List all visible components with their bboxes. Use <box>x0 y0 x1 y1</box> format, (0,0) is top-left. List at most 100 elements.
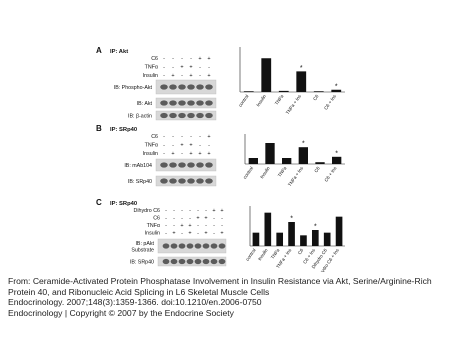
treatment-sign: + <box>188 231 191 237</box>
x-tick-label: control <box>238 94 250 108</box>
treatment-sign: - <box>181 56 183 62</box>
bar <box>300 235 307 246</box>
treatment-sign: - <box>189 208 191 214</box>
treatment-sign: - <box>172 65 174 71</box>
x-tick-label: C6 + Ins <box>323 93 337 111</box>
treatment-sign: - <box>172 134 174 140</box>
blot-band <box>170 243 178 249</box>
bar <box>332 156 342 164</box>
ip-label: IP: SRp40 <box>110 127 137 133</box>
significance-mark: * <box>335 150 338 157</box>
treatment-sign: - <box>181 208 183 214</box>
treatment-sign: - <box>181 231 183 237</box>
blot-label: IB: Akt <box>137 101 153 107</box>
treatment-sign: - <box>199 134 201 140</box>
treatment-sign: - <box>213 231 215 237</box>
x-tick-label: Insulin <box>257 247 269 261</box>
bar <box>313 91 324 92</box>
blot-label: IB: β-actin <box>128 114 152 120</box>
treatment-sign: - <box>197 208 199 214</box>
blot-band <box>187 100 195 106</box>
treatment-sign: + <box>212 208 215 214</box>
caption-citation: Endocrinology. 2007;148(3):1359-1366. do… <box>8 297 262 308</box>
treatment-sign: - <box>181 216 183 222</box>
blot-band <box>196 178 204 184</box>
treatment-sign: - <box>208 143 210 149</box>
significance-mark: * <box>335 83 338 90</box>
blot-band <box>218 243 226 249</box>
treatment-sign: + <box>189 65 192 71</box>
bar <box>252 232 260 246</box>
bar <box>264 212 272 246</box>
blot-band <box>178 112 186 119</box>
x-tick-label: TNFa + Ins <box>285 93 303 115</box>
bar <box>265 143 275 164</box>
treatment-sign: - <box>163 73 165 79</box>
blot-band <box>187 162 195 168</box>
significance-mark: * <box>302 141 305 148</box>
blot-label: IB: SRp40 <box>130 260 154 266</box>
ip-label: IP: Akt <box>110 49 128 55</box>
ip-label: IP: SRp40 <box>110 201 137 207</box>
treatment-sign: - <box>172 143 174 149</box>
treatment-sign: - <box>199 65 201 71</box>
treatment-sign: - <box>208 65 210 71</box>
x-tick-label: control <box>245 248 257 262</box>
treatment-sign: - <box>173 208 175 214</box>
x-tick-label: control <box>242 166 254 180</box>
blot <box>155 175 217 187</box>
bar <box>323 232 331 246</box>
panel-label: C <box>96 198 102 207</box>
blot-band <box>205 84 213 90</box>
blot-band <box>202 243 210 249</box>
blot-band <box>178 243 186 249</box>
treatment-name: Dihydro C6 <box>134 208 161 214</box>
blot-band <box>194 258 202 265</box>
treatment-sign: - <box>165 231 167 237</box>
blot-band <box>186 243 194 249</box>
blot-band <box>178 258 186 265</box>
blot-band <box>160 112 168 119</box>
blot-band <box>160 84 168 90</box>
treatment-sign: - <box>190 56 192 62</box>
treatment-sign: + <box>188 223 191 229</box>
significance-mark: * <box>314 224 317 231</box>
treatment-sign: - <box>181 73 183 79</box>
significance-mark: * <box>290 216 293 223</box>
treatment-sign: - <box>213 216 215 222</box>
blot-band <box>194 243 202 249</box>
blot-band <box>187 112 195 119</box>
treatment-name: C6 <box>153 216 160 222</box>
blot-band <box>187 84 195 90</box>
blot-band <box>196 100 204 106</box>
blot-band <box>160 162 168 168</box>
x-tick-label: TNFa <box>270 247 281 260</box>
x-tick-label: C6 <box>297 247 305 255</box>
blot <box>155 97 217 109</box>
treatment-sign: + <box>180 223 183 229</box>
treatment-sign: - <box>173 223 175 229</box>
blot-band <box>178 162 186 168</box>
blot-band <box>169 84 177 90</box>
treatment-sign: + <box>204 216 207 222</box>
bar <box>331 89 342 92</box>
caption-source: From: Ceramide-Activated Protein Phospha… <box>8 276 432 297</box>
treatment-name: TNFα <box>147 223 160 229</box>
treatment-sign: - <box>165 223 167 229</box>
blot-band <box>169 162 177 168</box>
treatment-sign: - <box>172 56 174 62</box>
blot-label: IB: Phospho-Akt <box>114 85 153 91</box>
treatment-sign: + <box>207 134 210 140</box>
treatment-sign: - <box>199 143 201 149</box>
blot-label: IB: SRp40 <box>128 179 152 185</box>
blot-band <box>169 112 177 119</box>
treatment-sign: + <box>207 73 210 79</box>
treatment-sign: + <box>189 73 192 79</box>
blot-band <box>178 84 186 90</box>
blot-band <box>205 100 213 106</box>
treatment-sign: - <box>163 143 165 149</box>
blot-band <box>218 258 226 265</box>
x-tick-label: TNFa + Ins <box>287 165 305 187</box>
